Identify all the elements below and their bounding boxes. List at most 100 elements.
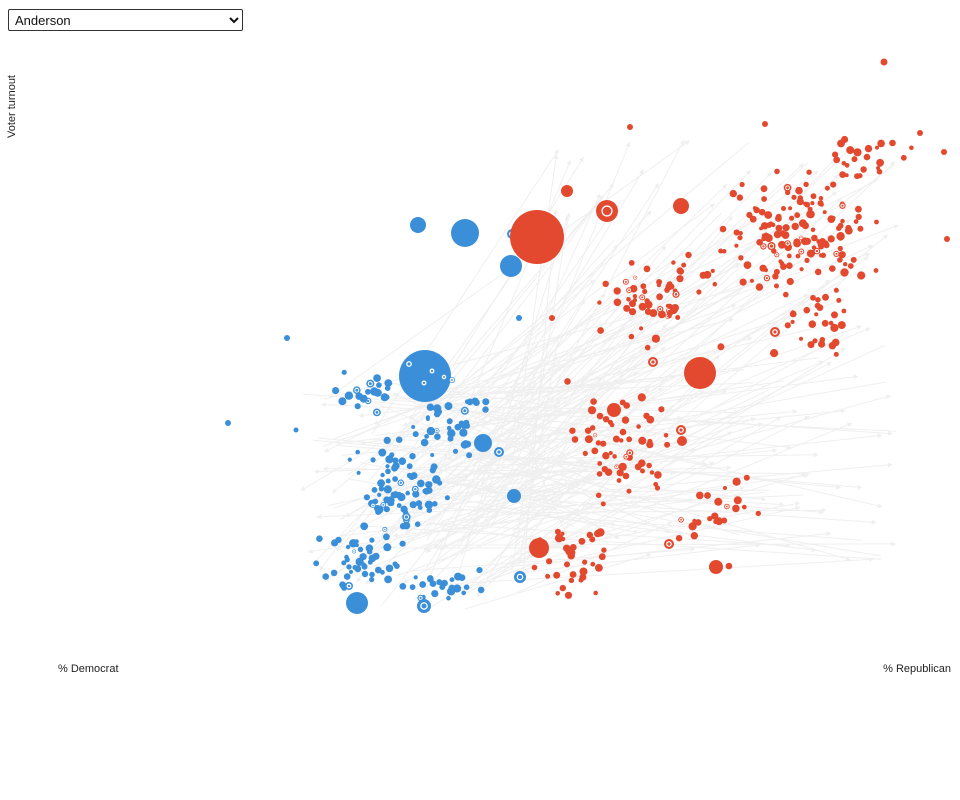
data-point-democrat[interactable] [378,486,385,492]
data-point-democrat[interactable] [446,595,451,601]
data-point-republican[interactable] [733,496,742,505]
data-point-democrat[interactable] [373,374,381,382]
data-point-republican[interactable] [830,323,839,332]
data-point-republican[interactable] [813,247,821,255]
data-point-democrat[interactable] [454,423,462,431]
data-point-republican[interactable] [818,253,824,258]
data-point-republican[interactable] [850,256,857,263]
data-point-republican[interactable] [696,289,702,295]
county-bubble-republican[interactable] [561,185,573,197]
data-point-republican[interactable] [845,224,852,232]
data-point-democrat[interactable] [398,457,407,466]
data-point-democrat[interactable] [330,569,338,577]
data-point-democrat[interactable] [409,453,416,460]
data-point-democrat[interactable] [459,428,468,437]
county-bubble-democrat[interactable] [494,447,504,457]
data-point-republican[interactable] [649,309,658,318]
data-point-republican[interactable] [783,183,792,192]
data-point-republican[interactable] [555,591,560,596]
data-point-republican[interactable] [781,206,786,211]
data-point-democrat[interactable] [447,429,456,438]
data-point-democrat[interactable] [369,537,375,543]
data-point-democrat[interactable] [385,564,394,573]
data-point-republican[interactable] [837,245,843,252]
data-point-republican[interactable] [649,470,655,475]
data-point-republican[interactable] [791,194,797,200]
data-point-democrat[interactable] [427,575,434,582]
data-point-republican[interactable] [602,280,609,287]
data-point-democrat[interactable] [375,508,382,515]
data-point-republican[interactable] [600,501,606,507]
data-point-democrat[interactable] [432,501,438,507]
county-bubble-democrat[interactable] [474,434,492,452]
data-point-republican[interactable] [582,450,588,456]
data-point-democrat[interactable] [392,457,399,464]
data-point-republican[interactable] [710,268,715,273]
data-point-democrat[interactable] [369,571,375,578]
data-point-republican[interactable] [760,243,767,250]
data-point-republican[interactable] [774,168,780,175]
data-point-republican[interactable] [824,185,830,191]
data-point-democrat[interactable] [354,543,359,548]
data-point-republican[interactable] [778,259,783,264]
data-point-republican[interactable] [746,211,753,219]
data-point-republican[interactable] [837,139,845,148]
data-point-republican[interactable] [626,297,631,302]
data-point-democrat[interactable] [402,512,411,522]
data-point-republican[interactable] [795,186,803,195]
data-point-republican[interactable] [803,306,811,314]
data-point-republican[interactable] [616,469,624,477]
county-bubble-republican[interactable] [648,357,658,367]
data-point-republican[interactable] [873,268,879,273]
data-point-republican[interactable] [658,406,665,413]
data-point-democrat[interactable] [434,433,441,441]
data-point-democrat[interactable] [446,425,452,431]
data-point-republican[interactable] [634,463,642,471]
county-bubble-republican[interactable] [770,327,780,337]
data-point-democrat[interactable] [447,435,454,442]
data-point-republican[interactable] [590,398,597,405]
data-point-republican[interactable] [696,491,704,500]
county-bubble-democrat[interactable] [507,489,521,503]
data-point-republican[interactable] [764,234,773,243]
data-point-republican[interactable] [847,263,854,269]
data-point-republican[interactable] [774,283,779,289]
county-bubble-republican[interactable] [944,236,950,242]
data-point-democrat[interactable] [399,583,407,590]
county-bubble-republican[interactable] [677,436,687,446]
data-point-republican[interactable] [568,577,575,584]
data-point-republican[interactable] [564,561,570,568]
data-point-republican[interactable] [738,255,744,261]
data-point-republican[interactable] [723,486,727,490]
data-point-democrat[interactable] [373,388,382,397]
data-point-republican[interactable] [596,412,604,420]
data-point-republican[interactable] [851,156,858,163]
data-point-democrat[interactable] [344,391,354,400]
county-bubble-democrat[interactable] [293,427,299,433]
data-point-republican[interactable] [699,271,707,279]
county-bubble-democrat[interactable] [514,571,526,583]
data-point-democrat[interactable] [424,434,429,439]
data-point-republican[interactable] [707,516,713,522]
data-point-republican[interactable] [578,537,586,545]
data-point-democrat[interactable] [396,436,403,443]
data-point-democrat[interactable] [426,403,435,411]
data-point-republican[interactable] [642,288,648,295]
data-point-republican[interactable] [663,433,669,438]
data-point-republican[interactable] [841,308,847,314]
data-point-republican[interactable] [833,287,839,293]
data-point-republican[interactable] [743,261,752,269]
data-point-republican[interactable] [628,333,635,340]
data-point-republican[interactable] [821,319,829,327]
data-point-republican[interactable] [798,336,804,341]
data-point-republican[interactable] [778,240,786,249]
data-point-republican[interactable] [664,287,670,293]
data-point-democrat[interactable] [370,457,376,463]
data-point-democrat[interactable] [412,431,419,438]
data-point-republican[interactable] [579,573,587,581]
data-point-republican[interactable] [836,225,842,231]
data-point-republican[interactable] [786,253,792,259]
data-point-democrat[interactable] [380,472,385,478]
data-point-republican[interactable] [589,536,596,543]
data-point-democrat[interactable] [348,569,354,575]
